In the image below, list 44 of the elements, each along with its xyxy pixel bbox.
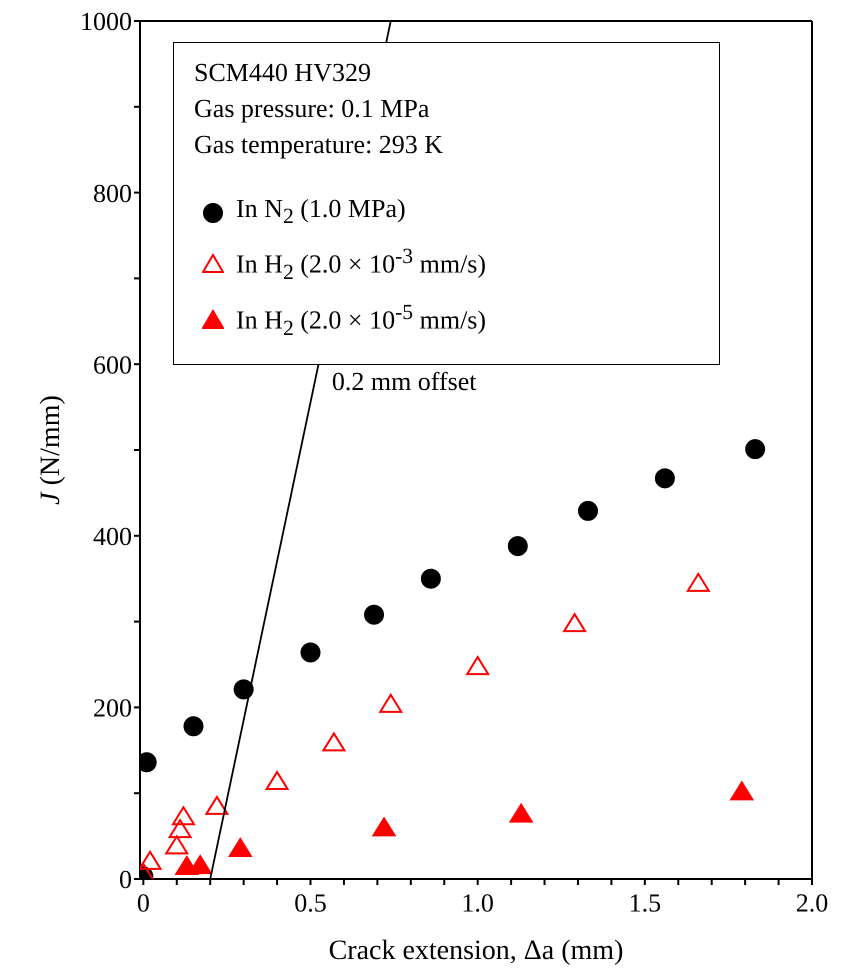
x-tick-label: 2.0 bbox=[796, 888, 828, 918]
point bbox=[300, 642, 321, 662]
point bbox=[228, 838, 252, 857]
point bbox=[466, 656, 490, 676]
legend-label: In H$_{2}$ (2.0 × 10$^{-5}$ mm/s) bbox=[236, 299, 486, 342]
point bbox=[379, 694, 402, 713]
point bbox=[168, 819, 192, 838]
point bbox=[420, 568, 441, 589]
point bbox=[654, 468, 675, 488]
point bbox=[508, 536, 528, 556]
point bbox=[183, 716, 204, 736]
y-tick-label: 0 bbox=[119, 865, 132, 894]
point bbox=[563, 613, 586, 632]
annotation: 0.2 mm offset bbox=[332, 366, 478, 396]
x-tick-label: 0 bbox=[136, 888, 150, 918]
annotation: Gas temperature: 293 K bbox=[194, 129, 444, 161]
point bbox=[364, 604, 384, 625]
y-tick-label: 1000 bbox=[80, 7, 132, 36]
point bbox=[205, 796, 228, 815]
x-axis-title: Crack extension, Δa (mm) bbox=[328, 935, 624, 966]
point bbox=[745, 439, 766, 460]
y-axis-title: J (N/mm) bbox=[34, 395, 66, 505]
point bbox=[372, 817, 396, 836]
y-tick-label: 200 bbox=[93, 694, 132, 723]
annotation: Gas pressure: 0.1 MPa bbox=[194, 93, 430, 125]
point bbox=[234, 679, 254, 700]
point bbox=[172, 806, 195, 826]
point bbox=[578, 500, 598, 521]
legend-label: In N$_{2}$ (1.0 MPa) bbox=[236, 193, 406, 230]
y-tick-label: 600 bbox=[93, 350, 132, 380]
y-tick-label: 800 bbox=[93, 178, 132, 208]
x-tick-label: 0.5 bbox=[294, 888, 327, 918]
point bbox=[686, 572, 710, 592]
x-tick-label: 1.5 bbox=[628, 888, 662, 918]
point bbox=[322, 732, 346, 752]
y-tick-label: 400 bbox=[93, 522, 132, 552]
point bbox=[165, 835, 188, 854]
point bbox=[510, 804, 533, 823]
x-tick-label: 1.0 bbox=[461, 888, 494, 918]
point bbox=[140, 850, 162, 870]
annotation: SCM440 HV329 bbox=[194, 57, 372, 89]
legend-label: In H$_{2}$ (2.0 × 10$^{-3}$ mm/s) bbox=[236, 243, 486, 286]
point bbox=[266, 771, 289, 790]
point bbox=[730, 781, 754, 800]
